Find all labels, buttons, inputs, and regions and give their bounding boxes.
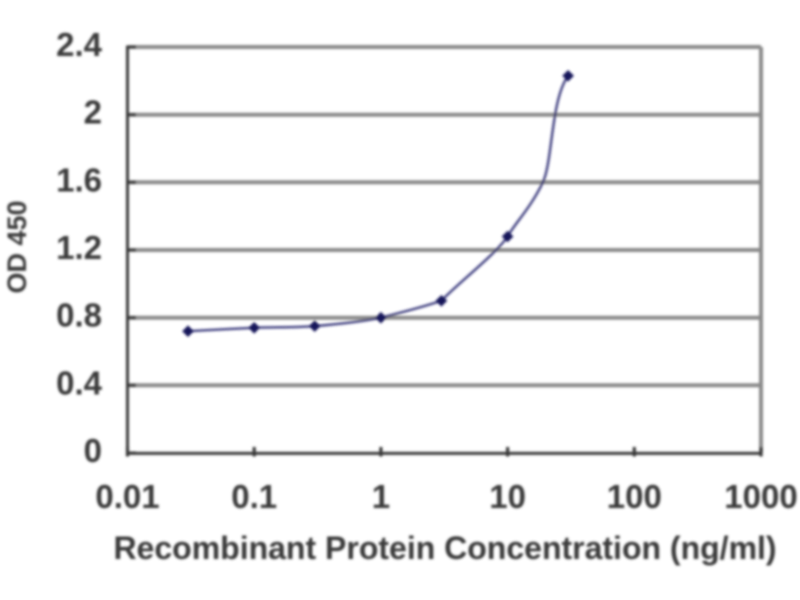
svg-text:1000: 1000: [724, 478, 797, 515]
svg-text:2.4: 2.4: [56, 26, 103, 63]
svg-text:OD 450: OD 450: [2, 200, 32, 293]
svg-text:0: 0: [84, 432, 102, 469]
svg-text:Recombinant Protein Concentrat: Recombinant Protein Concentration (ng/ml…: [113, 530, 776, 566]
svg-text:1: 1: [372, 478, 390, 515]
svg-text:100: 100: [607, 478, 662, 515]
svg-text:10: 10: [489, 478, 526, 515]
svg-text:1.2: 1.2: [56, 229, 102, 266]
svg-text:1.6: 1.6: [56, 161, 102, 198]
svg-text:0.01: 0.01: [95, 478, 159, 515]
svg-text:0.1: 0.1: [231, 478, 277, 515]
svg-text:2: 2: [84, 94, 102, 131]
svg-text:0.4: 0.4: [56, 364, 103, 401]
svg-text:0.8: 0.8: [56, 297, 102, 334]
